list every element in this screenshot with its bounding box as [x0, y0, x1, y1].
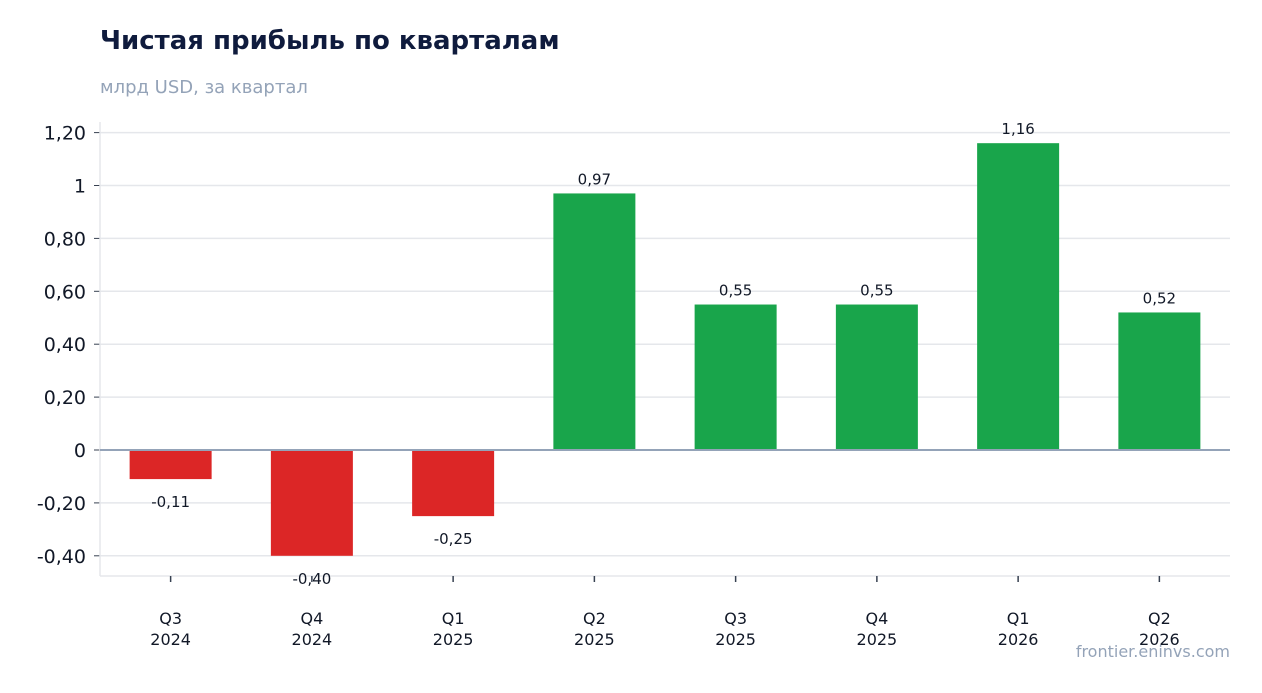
bar[interactable]: [1118, 312, 1201, 450]
x-tick-label: Q3: [724, 609, 747, 628]
y-tick-label: -0,20: [37, 493, 86, 515]
bar[interactable]: [977, 143, 1060, 450]
source-label: frontier.eninvs.com: [1075, 642, 1230, 661]
bar[interactable]: [129, 450, 212, 480]
data-label: 0,55: [719, 282, 752, 300]
x-tick-label: Q1: [1007, 609, 1030, 628]
data-label: 0,55: [860, 282, 893, 300]
chart-subtitle: млрд USD, за квартал: [100, 77, 308, 98]
bar[interactable]: [835, 304, 918, 450]
y-tick-label: 1: [74, 176, 86, 198]
x-tick-label: Q2: [583, 609, 606, 628]
y-tick-label: 1,20: [44, 123, 86, 145]
bar[interactable]: [553, 193, 636, 450]
data-label: -0,25: [434, 530, 473, 548]
x-tick-label-year: 2025: [857, 630, 898, 649]
x-tick-label: Q3: [159, 609, 182, 628]
x-tick-label-year: 2025: [433, 630, 474, 649]
x-tick-label: Q4: [865, 609, 888, 628]
data-label: -0,11: [151, 493, 190, 511]
bar[interactable]: [694, 304, 777, 450]
x-tick-label-year: 2026: [998, 630, 1039, 649]
x-tick-label: Q1: [442, 609, 465, 628]
data-label: 0,97: [578, 170, 611, 188]
y-tick-label: 0,60: [44, 281, 86, 303]
y-tick-label: 0,40: [44, 334, 86, 356]
chart-title: Чистая прибыль по кварталам: [100, 26, 560, 56]
y-tick-label: 0: [74, 440, 86, 462]
x-tick-label-year: 2024: [292, 630, 333, 649]
x-tick-label-year: 2024: [150, 630, 191, 649]
y-tick-label: -0,40: [37, 546, 86, 568]
x-tick-label: Q2: [1148, 609, 1171, 628]
x-tick-label-year: 2025: [574, 630, 615, 649]
x-tick-label: Q4: [300, 609, 323, 628]
x-tick-label-year: 2025: [715, 630, 756, 649]
bar[interactable]: [270, 450, 353, 556]
data-label: 1,16: [1001, 120, 1034, 138]
y-tick-label: 0,80: [44, 228, 86, 250]
bar[interactable]: [412, 450, 495, 517]
y-tick-label: 0,20: [44, 387, 86, 409]
data-label: 0,52: [1143, 289, 1176, 307]
x-tick-label-year: 2026: [1139, 630, 1180, 649]
